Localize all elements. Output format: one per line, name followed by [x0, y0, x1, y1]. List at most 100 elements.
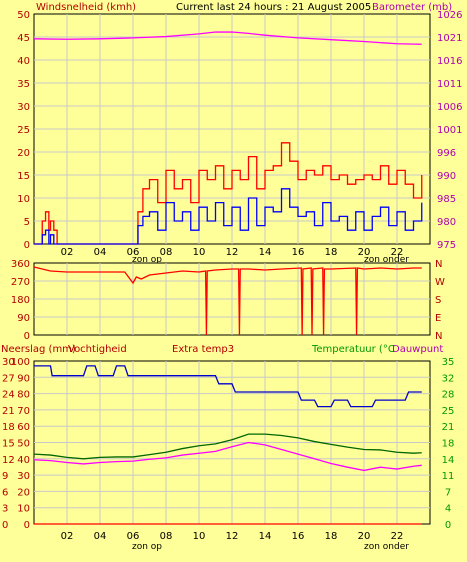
wind-axis-ticks: 0 5 10 15 20 25 30 35 40 45 50	[17, 10, 30, 251]
wind-y-tick: 25	[17, 125, 30, 136]
wind-x-tick: 18	[325, 247, 338, 258]
wind-direction-line	[33, 266, 422, 336]
temperature-y-tick: 7	[445, 487, 451, 498]
bottom-x-tick: 22	[391, 531, 404, 542]
wind-barometer-series	[33, 31, 423, 245]
humidity-line	[34, 365, 422, 408]
wind-x-tick: 20	[358, 247, 371, 258]
rain-y-tick: 27	[2, 373, 15, 384]
wind-x-tick: 22	[391, 247, 404, 258]
wind-y-tick: 30	[17, 102, 30, 113]
bottom-x-tick: 06	[127, 531, 140, 542]
wind-y-tick: 45	[17, 33, 30, 44]
wind-x-axis-ticks: 02 04 06 08 10 12 14 16 18 20 22	[61, 247, 404, 258]
bottom-x-tick: 12	[226, 531, 239, 542]
wind-x-tick: 10	[193, 247, 206, 258]
rain-y-tick: 30	[2, 357, 15, 368]
temperature-y-tick: 28	[442, 390, 455, 401]
barometer-y-tick: 1026	[437, 10, 462, 21]
barometer-line	[33, 31, 422, 45]
sunset-label-bottom: zon onder	[364, 542, 409, 552]
barometer-y-tick: 990	[437, 171, 456, 182]
wind-y-tick: 50	[17, 10, 30, 21]
temperature-y-tick: 35	[442, 357, 455, 368]
rain-humidity-temp-panel: Neerslag (mm) Vochtigheid Extra temp3 Te…	[1, 344, 454, 552]
barometer-y-tick: 985	[437, 194, 456, 205]
bottom-x-tick: 04	[94, 531, 107, 542]
barometer-y-tick: 1006	[437, 102, 462, 113]
compass-tick: E	[435, 313, 441, 324]
chart-title: Current last 24 hours : 21 August 2005	[176, 2, 371, 13]
temperature-y-tick: 4	[445, 504, 451, 515]
header-right-label: Barometer (mb)	[372, 2, 452, 13]
wind-x-tick: 08	[160, 247, 173, 258]
barometer-y-tick: 1001	[437, 125, 462, 136]
direction-y-tick: 270	[11, 277, 30, 288]
rain-y-tick: 12	[2, 455, 15, 466]
barometer-y-tick: 975	[437, 240, 456, 251]
temperature-y-tick: 14	[442, 455, 455, 466]
wind-y-tick: 40	[17, 56, 30, 67]
barometer-y-tick: 1021	[437, 33, 462, 44]
temperature-axis-ticks: 0 4 7 11 14 18 21 25 28 32 35	[442, 357, 455, 531]
barometer-y-tick: 1016	[437, 56, 462, 67]
wind-direction-grid	[34, 263, 430, 335]
sunrise-label-bottom: zon op	[132, 542, 162, 552]
compass-tick: N	[435, 259, 442, 270]
humidity-axis-ticks: 0 10 20 30 40 50 60 70 80 90 100	[11, 357, 30, 531]
temperature-y-tick: 0	[445, 520, 451, 531]
humidity-y-tick: 0	[24, 520, 30, 531]
bottom-x-tick: 18	[325, 531, 338, 542]
wind-x-tick: 14	[259, 247, 272, 258]
humidity-y-tick: 40	[17, 455, 30, 466]
rain-y-tick: 6	[2, 487, 8, 498]
direction-y-tick: 180	[11, 295, 30, 306]
rain-y-tick: 21	[2, 406, 15, 417]
humidity-y-tick: 30	[17, 471, 30, 482]
rain-axis-ticks: 0 3 6 9 12 15 18 21 24 27 30	[2, 357, 15, 531]
wind-y-tick: 5	[24, 217, 30, 228]
temperature-y-tick: 25	[442, 406, 455, 417]
direction-y-tick: 90	[17, 313, 30, 324]
humidity-y-tick: 90	[17, 373, 30, 384]
rain-y-tick: 15	[2, 439, 15, 450]
wind-y-tick: 0	[24, 240, 30, 251]
rain-y-tick: 18	[2, 422, 15, 433]
rain-y-tick: 0	[2, 520, 8, 531]
bottom-x-axis-ticks: 02 04 06 08 10 12 14 16 18 20 22	[61, 531, 404, 542]
wind-x-tick: 16	[292, 247, 305, 258]
humidity-y-tick: 100	[11, 357, 30, 368]
wind-x-tick: 02	[61, 247, 74, 258]
compass-tick: W	[435, 277, 445, 288]
compass-tick: S	[435, 295, 441, 306]
temperature-line	[33, 433, 422, 460]
humidity-y-tick: 70	[17, 406, 30, 417]
humidity-y-tick: 50	[17, 439, 30, 450]
rain-axis-label: Neerslag (mm)	[1, 344, 76, 355]
direction-degree-ticks: 0 90 180 270 360	[11, 259, 30, 342]
extra-temp-label: Extra temp3	[172, 344, 234, 355]
dewpoint-axis-label: Dauwpunt	[392, 344, 443, 355]
wind-y-tick: 20	[17, 148, 30, 159]
compass-tick: N	[435, 331, 442, 342]
humidity-y-tick: 80	[17, 390, 30, 401]
bottom-x-tick: 14	[259, 531, 272, 542]
temperature-y-tick: 18	[442, 439, 455, 450]
wind-barometer-grid	[34, 14, 430, 244]
wind-y-tick: 35	[17, 79, 30, 90]
wind-y-tick: 10	[17, 194, 30, 205]
wind-y-tick: 15	[17, 171, 30, 182]
wind-barometer-panel: 0 5 10 15 20 25 30 35 40 45 50 975 980 985 990 996 1001…	[17, 10, 462, 265]
sunset-label-top: zon onder	[364, 255, 409, 265]
direction-y-tick: 0	[24, 331, 30, 342]
wind-direction-series	[33, 266, 422, 336]
header-left-label: Windsnelheid (kmh)	[36, 2, 136, 13]
temperature-y-tick: 32	[442, 373, 455, 384]
rain-humidity-temp-series	[33, 365, 422, 525]
sunrise-label-top: zon op	[132, 255, 162, 265]
wind-x-tick: 12	[226, 247, 239, 258]
dewpoint-line	[33, 441, 422, 472]
barometer-axis-ticks: 975 980 985 990 996 1001 1006 1011 1016 1021 1026	[437, 10, 462, 251]
